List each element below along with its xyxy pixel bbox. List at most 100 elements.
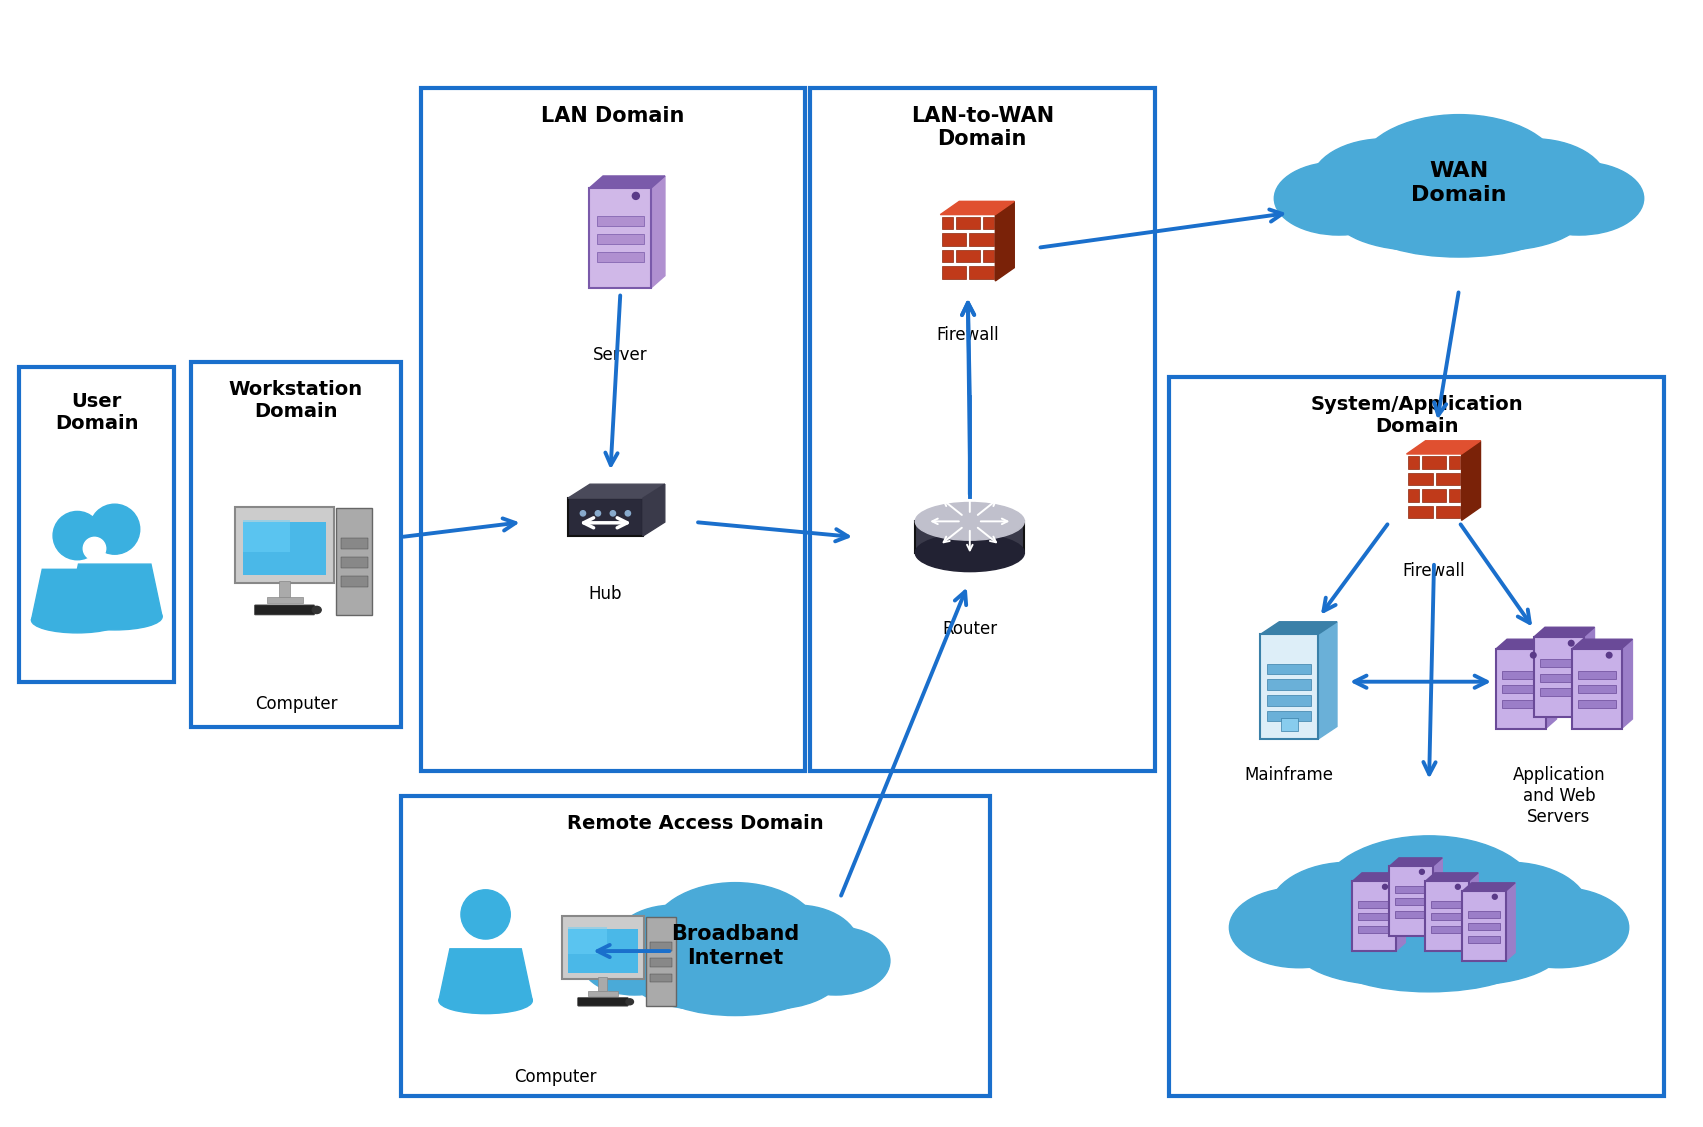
Polygon shape <box>1534 628 1594 637</box>
Ellipse shape <box>1357 115 1560 230</box>
Polygon shape <box>940 202 1015 214</box>
FancyBboxPatch shape <box>1534 637 1584 717</box>
Text: WAN
Domain: WAN Domain <box>1412 161 1507 204</box>
FancyBboxPatch shape <box>1395 898 1427 905</box>
Polygon shape <box>651 176 664 287</box>
Polygon shape <box>1461 441 1480 521</box>
Circle shape <box>1531 653 1536 658</box>
Polygon shape <box>1352 872 1405 881</box>
FancyBboxPatch shape <box>1260 635 1318 739</box>
FancyBboxPatch shape <box>1395 911 1427 917</box>
FancyBboxPatch shape <box>1502 685 1540 693</box>
FancyBboxPatch shape <box>1267 695 1311 706</box>
FancyBboxPatch shape <box>969 266 995 279</box>
Text: Application
and Web
Servers: Application and Web Servers <box>1512 766 1606 826</box>
FancyBboxPatch shape <box>645 916 676 1006</box>
Ellipse shape <box>1373 905 1565 985</box>
FancyBboxPatch shape <box>1502 672 1540 680</box>
Polygon shape <box>1546 639 1557 728</box>
Ellipse shape <box>630 941 778 1010</box>
FancyBboxPatch shape <box>1449 489 1459 502</box>
FancyBboxPatch shape <box>1267 664 1311 674</box>
FancyBboxPatch shape <box>1540 659 1577 667</box>
FancyBboxPatch shape <box>649 974 673 983</box>
FancyBboxPatch shape <box>942 250 952 263</box>
Ellipse shape <box>1514 162 1643 236</box>
FancyBboxPatch shape <box>244 523 327 576</box>
FancyBboxPatch shape <box>1449 456 1459 469</box>
Ellipse shape <box>1320 836 1540 962</box>
FancyBboxPatch shape <box>1436 506 1459 518</box>
FancyBboxPatch shape <box>649 958 673 967</box>
FancyBboxPatch shape <box>598 977 608 991</box>
FancyBboxPatch shape <box>19 367 174 682</box>
Text: Mainframe: Mainframe <box>1245 766 1333 784</box>
Ellipse shape <box>1488 887 1628 968</box>
Circle shape <box>581 511 586 516</box>
Polygon shape <box>439 949 533 1001</box>
Ellipse shape <box>915 534 1024 571</box>
Circle shape <box>632 193 639 199</box>
FancyBboxPatch shape <box>1431 913 1463 921</box>
Circle shape <box>596 511 601 516</box>
FancyBboxPatch shape <box>1281 718 1298 730</box>
FancyBboxPatch shape <box>254 605 315 615</box>
Ellipse shape <box>1230 887 1369 968</box>
Polygon shape <box>569 485 664 498</box>
Polygon shape <box>1584 628 1594 717</box>
Circle shape <box>1568 640 1574 646</box>
FancyBboxPatch shape <box>341 539 368 549</box>
FancyBboxPatch shape <box>341 557 368 568</box>
FancyBboxPatch shape <box>1436 472 1459 486</box>
FancyBboxPatch shape <box>244 520 290 552</box>
Polygon shape <box>1497 639 1557 649</box>
Polygon shape <box>1318 622 1337 739</box>
FancyBboxPatch shape <box>1468 911 1500 917</box>
FancyBboxPatch shape <box>1395 886 1427 893</box>
Circle shape <box>53 512 102 560</box>
Ellipse shape <box>691 941 840 1010</box>
Ellipse shape <box>439 987 533 1013</box>
Polygon shape <box>995 202 1015 281</box>
Ellipse shape <box>1333 177 1511 251</box>
Ellipse shape <box>736 905 858 987</box>
FancyBboxPatch shape <box>1579 672 1616 680</box>
Ellipse shape <box>782 926 891 995</box>
Text: Server: Server <box>593 346 647 364</box>
Text: Hub: Hub <box>589 585 622 603</box>
FancyBboxPatch shape <box>335 508 373 615</box>
Ellipse shape <box>1429 862 1589 959</box>
Circle shape <box>1492 895 1497 899</box>
Polygon shape <box>1390 858 1442 867</box>
FancyBboxPatch shape <box>1425 881 1468 951</box>
FancyBboxPatch shape <box>1357 900 1391 907</box>
Text: LAN-to-WAN
Domain: LAN-to-WAN Domain <box>911 106 1054 150</box>
Circle shape <box>610 511 615 516</box>
FancyBboxPatch shape <box>649 942 673 951</box>
FancyBboxPatch shape <box>569 926 608 953</box>
FancyBboxPatch shape <box>969 233 995 246</box>
Text: Computer: Computer <box>255 694 337 712</box>
Polygon shape <box>1407 441 1480 454</box>
Circle shape <box>1383 885 1388 889</box>
FancyBboxPatch shape <box>1540 687 1577 695</box>
Ellipse shape <box>1274 162 1403 236</box>
FancyBboxPatch shape <box>983 250 995 263</box>
FancyBboxPatch shape <box>1357 926 1391 933</box>
FancyBboxPatch shape <box>811 88 1155 772</box>
Ellipse shape <box>312 606 322 613</box>
Polygon shape <box>1621 639 1633 728</box>
Ellipse shape <box>1311 139 1459 227</box>
Text: Remote Access Domain: Remote Access Domain <box>567 815 824 833</box>
FancyBboxPatch shape <box>1390 867 1432 937</box>
Ellipse shape <box>66 604 162 630</box>
FancyBboxPatch shape <box>1431 926 1463 933</box>
Text: Router: Router <box>942 620 998 638</box>
Polygon shape <box>1432 858 1442 937</box>
FancyBboxPatch shape <box>588 991 618 996</box>
Polygon shape <box>66 565 162 616</box>
Ellipse shape <box>581 926 688 995</box>
Polygon shape <box>1396 872 1405 951</box>
Ellipse shape <box>1368 198 1551 257</box>
Ellipse shape <box>1407 177 1584 251</box>
